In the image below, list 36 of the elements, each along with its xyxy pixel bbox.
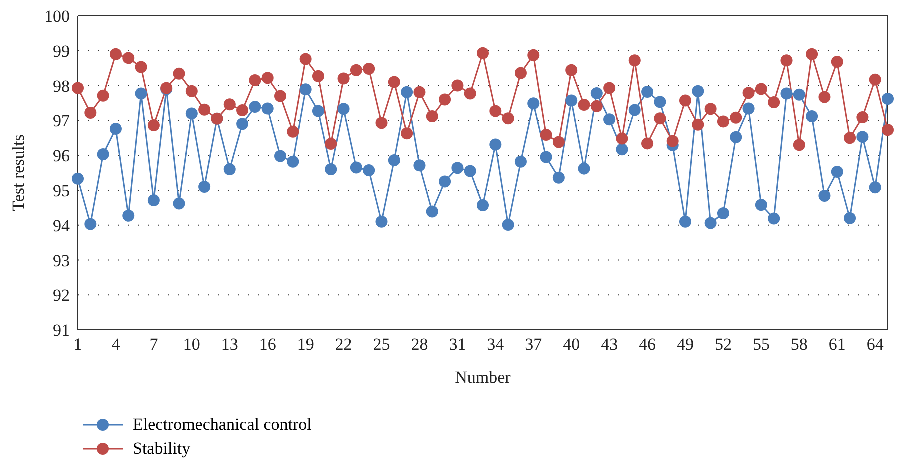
x-tick-label: 55 — [752, 335, 770, 354]
x-tick-label: 7 — [150, 335, 159, 354]
x-tick-label: 40 — [563, 335, 580, 354]
x-tick-label: 16 — [259, 335, 276, 354]
legend-label: Electromechanical control — [133, 415, 312, 435]
legend-label: Stability — [133, 439, 191, 459]
y-tick-label: 96 — [53, 146, 70, 166]
x-tick-label: 25 — [373, 335, 390, 354]
y-tick-label: 99 — [53, 42, 70, 61]
x-tick-label: 1 — [74, 335, 82, 354]
y-tick-label: 91 — [53, 321, 70, 340]
x-tick-label: 37 — [525, 335, 543, 354]
x-tick-label: 4 — [112, 335, 121, 354]
x-tick-label: 64 — [866, 335, 884, 354]
y-tick-label: 94 — [53, 216, 70, 236]
y-tick-label: 100 — [44, 7, 70, 26]
y-tick-label: 93 — [53, 251, 70, 270]
x-tick-label: 34 — [487, 335, 505, 354]
x-tick-label: 52 — [714, 335, 732, 354]
y-tick-label: 95 — [53, 181, 70, 200]
y-axis-title: Test results — [9, 134, 28, 212]
x-tick-label: 22 — [335, 335, 352, 354]
y-tick-label: 98 — [53, 76, 70, 96]
x-tick-label: 61 — [828, 335, 846, 354]
x-tick-label: 43 — [601, 335, 618, 354]
x-tick-label: 10 — [183, 335, 200, 354]
x-tick-label: 31 — [449, 335, 466, 354]
x-tick-label: 49 — [677, 335, 694, 354]
x-tick-label: 13 — [221, 335, 238, 354]
x-tick-label: 19 — [297, 335, 314, 354]
x-tick-label: 58 — [790, 335, 808, 354]
y-tick-label: 97 — [53, 112, 70, 131]
x-tick-label: 28 — [411, 335, 428, 354]
x-tick-label: 46 — [639, 335, 656, 354]
x-axis-title: Number — [455, 368, 512, 387]
y-tick-label: 92 — [53, 286, 70, 306]
